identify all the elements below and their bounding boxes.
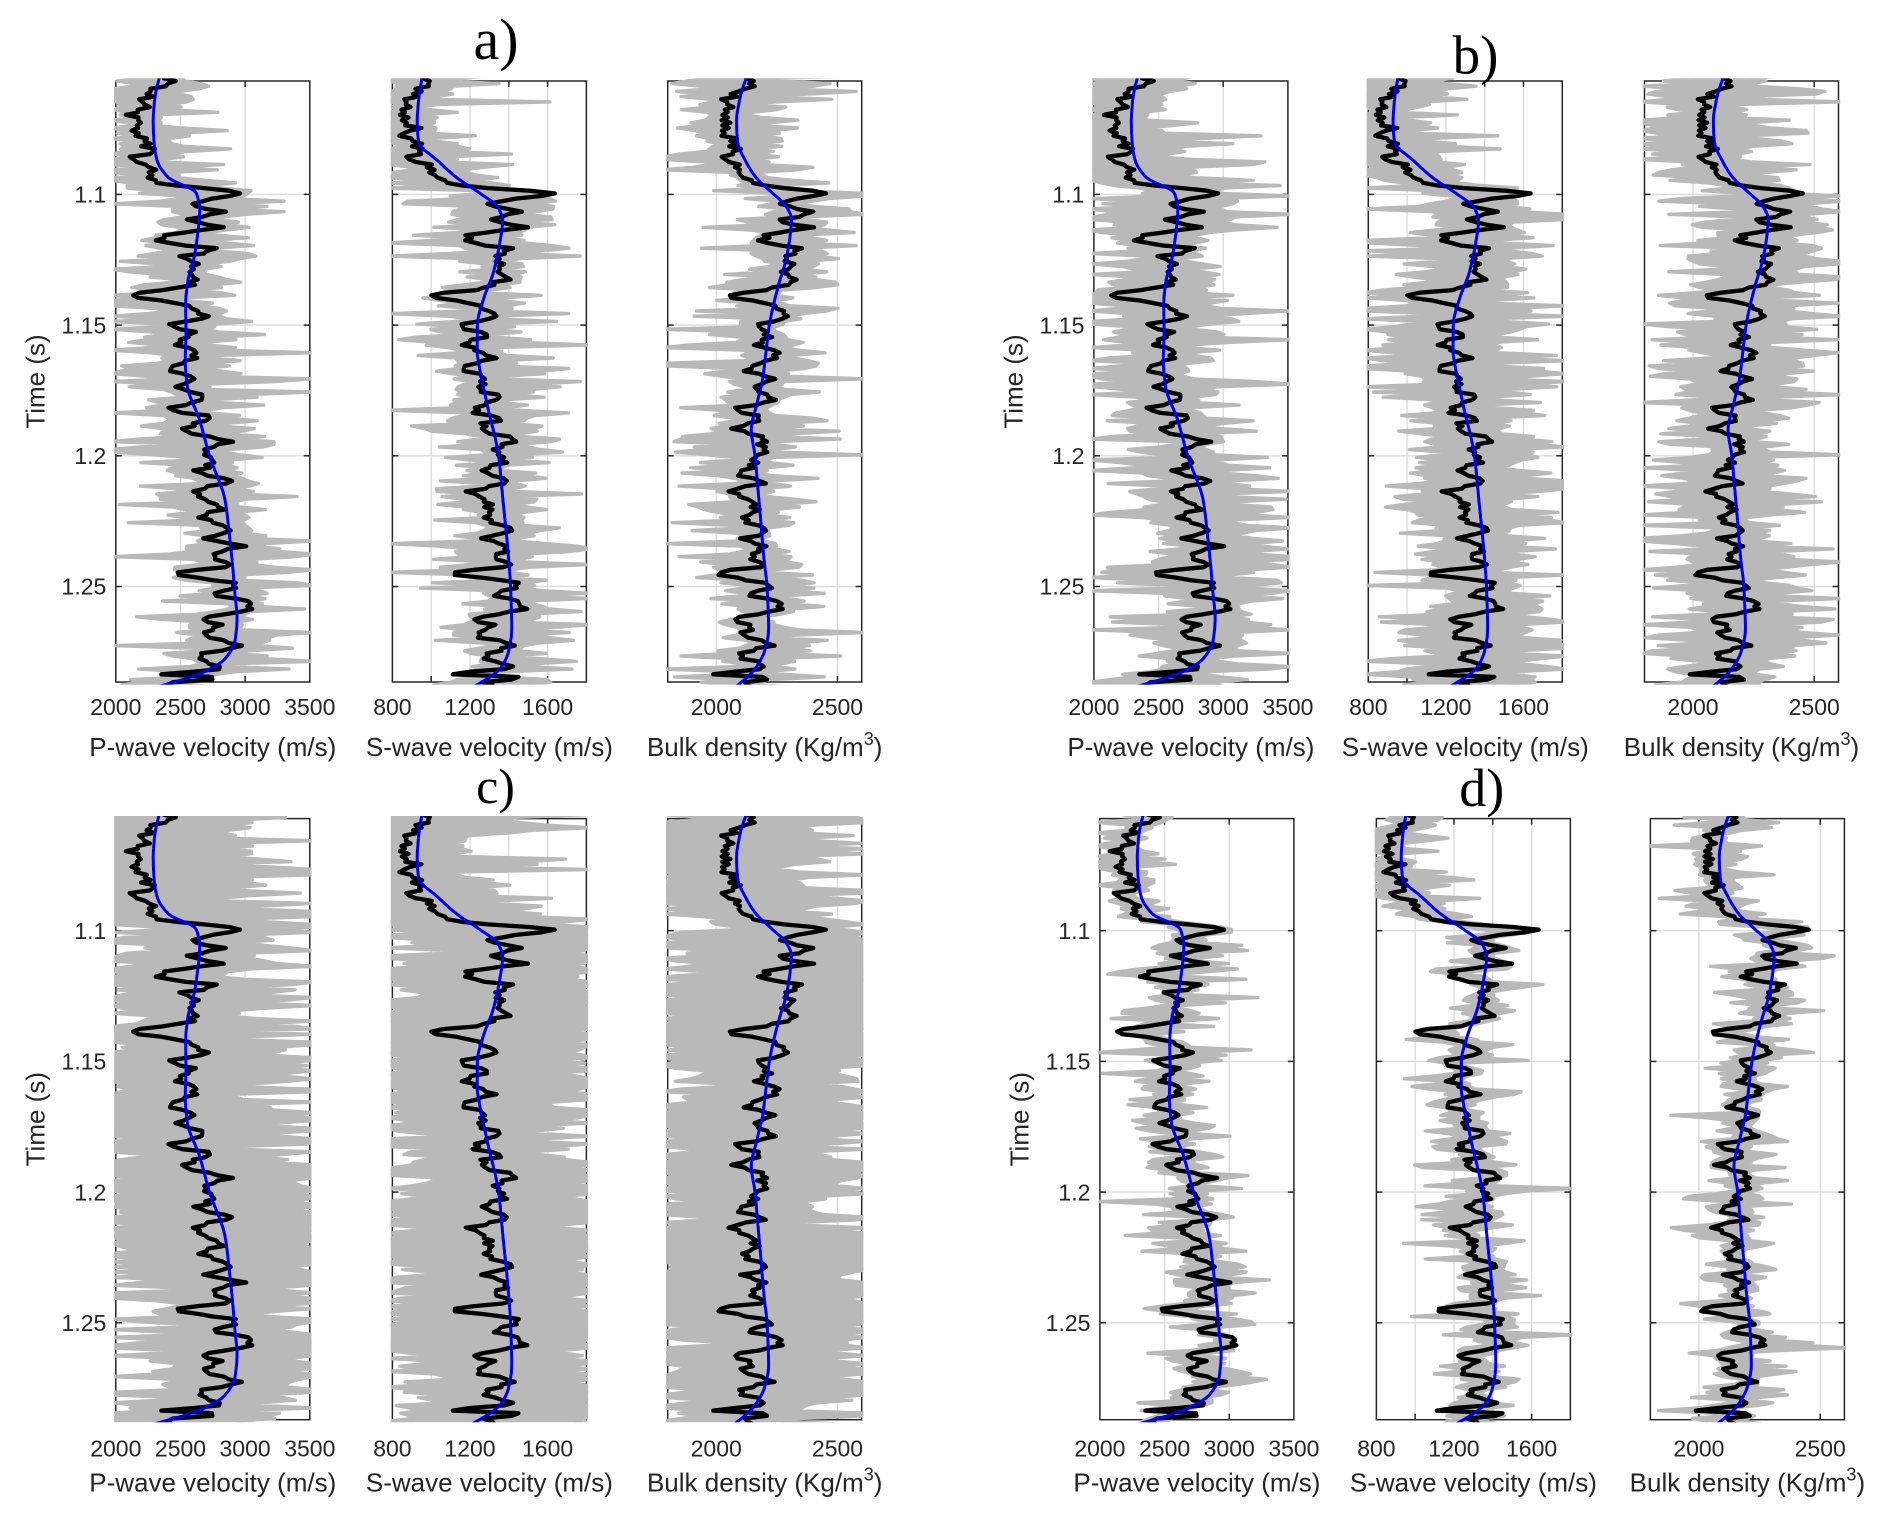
svg-text:1.2: 1.2 [74, 443, 106, 469]
svg-text:2000: 2000 [1673, 1436, 1724, 1462]
svg-text:a): a) [473, 7, 518, 72]
svg-text:P-wave velocity (m/s): P-wave velocity (m/s) [1073, 1467, 1320, 1497]
svg-text:c): c) [476, 758, 515, 814]
svg-text:2000: 2000 [1068, 694, 1119, 720]
svg-text:1.15: 1.15 [1040, 312, 1085, 338]
svg-text:S-wave velocity (m/s): S-wave velocity (m/s) [1350, 1467, 1597, 1497]
svg-text:800: 800 [1357, 1436, 1395, 1462]
svg-text:1.1: 1.1 [1052, 182, 1084, 208]
svg-text:3500: 3500 [284, 694, 335, 720]
svg-text:2500: 2500 [1795, 1436, 1846, 1462]
svg-text:2500: 2500 [1139, 1436, 1190, 1462]
svg-text:2000: 2000 [691, 694, 742, 720]
svg-text:S-wave velocity (m/s): S-wave velocity (m/s) [1342, 732, 1589, 762]
svg-text:1.15: 1.15 [62, 312, 107, 338]
svg-text:800: 800 [373, 694, 411, 720]
svg-text:2500: 2500 [812, 1436, 863, 1462]
svg-text:1.2: 1.2 [74, 1179, 106, 1205]
svg-text:3000: 3000 [1204, 1436, 1255, 1462]
svg-text:1600: 1600 [1506, 1436, 1557, 1462]
svg-text:2000: 2000 [1667, 694, 1718, 720]
svg-text:800: 800 [1349, 694, 1387, 720]
svg-text:1600: 1600 [522, 694, 573, 720]
svg-text:Bulk density (Kg/m3): Bulk density (Kg/m3) [647, 729, 882, 762]
svg-text:P-wave velocity (m/s): P-wave velocity (m/s) [89, 732, 336, 762]
svg-text:1600: 1600 [1498, 694, 1549, 720]
svg-text:1.1: 1.1 [74, 918, 106, 944]
svg-text:Bulk density (Kg/m3): Bulk density (Kg/m3) [647, 1464, 882, 1497]
svg-text:1.25: 1.25 [1046, 1310, 1091, 1336]
svg-text:b): b) [1453, 25, 1499, 86]
svg-text:S-wave velocity (m/s): S-wave velocity (m/s) [366, 732, 613, 762]
svg-text:3500: 3500 [1262, 694, 1313, 720]
svg-text:2500: 2500 [1789, 694, 1840, 720]
svg-text:2000: 2000 [691, 1436, 742, 1462]
svg-text:Bulk density (Kg/m3): Bulk density (Kg/m3) [1624, 729, 1859, 762]
svg-text:2500: 2500 [812, 694, 863, 720]
svg-text:1.25: 1.25 [62, 1310, 107, 1336]
svg-text:1.1: 1.1 [1058, 918, 1090, 944]
svg-text:2500: 2500 [155, 1436, 206, 1462]
svg-text:3500: 3500 [1268, 1436, 1319, 1462]
svg-text:1200: 1200 [1420, 694, 1471, 720]
svg-text:1.2: 1.2 [1052, 443, 1084, 469]
svg-text:1200: 1200 [1428, 1436, 1479, 1462]
svg-text:1.25: 1.25 [1040, 574, 1085, 600]
svg-text:2000: 2000 [90, 694, 141, 720]
svg-text:3000: 3000 [1198, 694, 1249, 720]
svg-text:2000: 2000 [90, 1436, 141, 1462]
svg-text:3000: 3000 [220, 694, 271, 720]
svg-text:1600: 1600 [522, 1436, 573, 1462]
svg-text:3500: 3500 [284, 1436, 335, 1462]
svg-text:1.15: 1.15 [1046, 1049, 1091, 1075]
svg-text:Time (s): Time (s) [20, 334, 50, 428]
svg-text:2500: 2500 [155, 694, 206, 720]
svg-text:Bulk density (Kg/m3): Bulk density (Kg/m3) [1630, 1464, 1865, 1497]
svg-text:1200: 1200 [444, 1436, 495, 1462]
svg-text:1.2: 1.2 [1058, 1179, 1090, 1205]
svg-text:Time (s): Time (s) [20, 1072, 50, 1166]
svg-text:P-wave velocity (m/s): P-wave velocity (m/s) [89, 1467, 336, 1497]
svg-text:S-wave velocity (m/s): S-wave velocity (m/s) [366, 1467, 613, 1497]
svg-text:1200: 1200 [444, 694, 495, 720]
svg-text:800: 800 [373, 1436, 411, 1462]
svg-text:1.15: 1.15 [62, 1049, 107, 1075]
svg-text:d): d) [1459, 758, 1504, 818]
svg-text:Time (s): Time (s) [998, 334, 1028, 428]
svg-text:1.25: 1.25 [62, 574, 107, 600]
svg-text:2000: 2000 [1074, 1436, 1125, 1462]
svg-text:1.1: 1.1 [74, 182, 106, 208]
svg-text:Time (s): Time (s) [1004, 1072, 1034, 1166]
svg-text:P-wave velocity (m/s): P-wave velocity (m/s) [1067, 732, 1314, 762]
svg-text:2500: 2500 [1133, 694, 1184, 720]
svg-text:3000: 3000 [220, 1436, 271, 1462]
